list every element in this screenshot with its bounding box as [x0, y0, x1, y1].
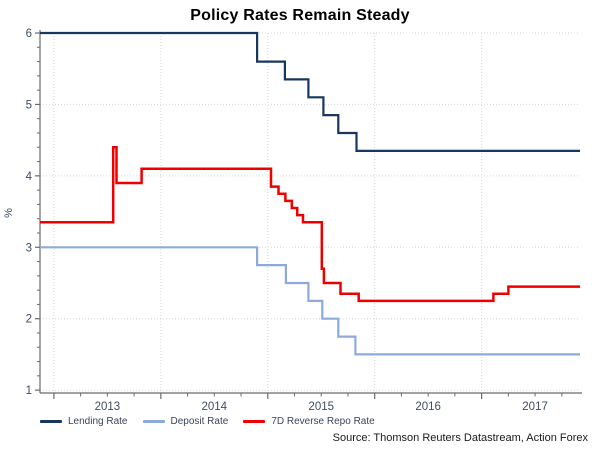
x-tick-label: 2016 — [415, 401, 441, 413]
legend: Lending Rate Deposit Rate 7D Reverse Rep… — [40, 416, 390, 427]
legend-item-lending-rate: Lending Rate — [40, 416, 128, 427]
deposit-rate-line-swatch — [142, 420, 165, 423]
y-tick-label: 4 — [26, 171, 33, 183]
y-axis: 1 2 3 4 5 6% — [3, 28, 40, 397]
legend-label: Deposit Rate — [170, 416, 229, 427]
y-axis-title: % — [3, 208, 15, 218]
y-tick-label: 6 — [26, 28, 32, 40]
chart-title: Policy Rates Remain Steady — [190, 7, 410, 24]
y-tick-label: 5 — [26, 99, 32, 111]
lending-rate-line-swatch — [40, 420, 62, 423]
x-tick-label: 2013 — [95, 401, 121, 413]
x-axis: 2013 2014 2015 2016 2017 — [53, 393, 563, 413]
y-tick-label: 3 — [26, 242, 32, 254]
legend-label: 7D Reverse Repo Rate — [271, 416, 375, 427]
x-tick-label: 2014 — [202, 401, 228, 413]
series-lending-rate — [40, 31, 580, 152]
legend-item-deposit-rate: Deposit Rate — [142, 416, 229, 427]
axes — [39, 30, 582, 394]
legend-label: Lending Rate — [68, 416, 128, 427]
y-tick-label: 2 — [26, 314, 32, 326]
x-tick-label: 2015 — [308, 401, 334, 413]
gridlines — [40, 32, 580, 393]
source-attribution: Source: Thomson Reuters Datastream, Acti… — [332, 432, 588, 444]
x-tick-label: 2017 — [522, 401, 548, 413]
repo-rate-line-swatch — [243, 420, 266, 423]
series-7d-reverse-repo-rate — [40, 146, 580, 303]
y-tick-label: 1 — [26, 385, 32, 397]
series-deposit-rate — [40, 246, 580, 356]
legend-item-repo-rate: 7D Reverse Repo Rate — [243, 416, 375, 427]
